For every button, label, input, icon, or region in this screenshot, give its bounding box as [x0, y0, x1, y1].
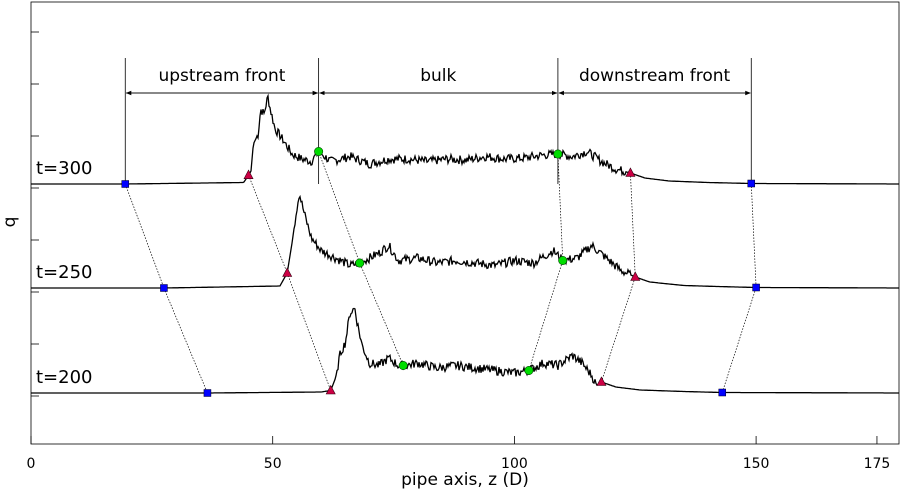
marker-t=300-circle-2: [314, 147, 324, 157]
region-2: downstream front: [558, 66, 751, 96]
marker-t=200-triangle-1: [325, 384, 336, 395]
marker-t=250-triangle-1: [282, 267, 293, 277]
region-label-2: downstream front: [579, 66, 731, 86]
connector-3: [528, 153, 564, 371]
x-tick-label-0: 0: [27, 456, 36, 472]
series-line-t=250: [31, 194, 899, 289]
connector-5: [721, 183, 757, 393]
marker-t=200-square-0: [203, 389, 212, 397]
marker-t=300-square-5: [747, 179, 756, 188]
x-tick-label-2: 100: [501, 456, 528, 472]
connector-1: [248, 175, 332, 391]
marker-t=200-circle-3: [524, 365, 534, 375]
series-line-t=200: [31, 307, 899, 394]
marker-t=300-circle-3: [553, 149, 563, 159]
region-label-0: upstream front: [158, 66, 285, 86]
marker-t=300-triangle-4: [625, 167, 636, 177]
x-axis-label: pipe axis, z (D): [401, 470, 529, 490]
marker-t=250-circle-3: [558, 255, 568, 265]
x-tick-label-3: 150: [743, 456, 770, 472]
marker-t=200-circle-2: [398, 360, 408, 370]
marker-connectors: [124, 151, 757, 394]
x-tick-label-4: 175: [864, 456, 891, 472]
series-label-t=200: t=200: [36, 367, 93, 388]
series-label-t=250: t=250: [36, 262, 93, 283]
region-0: upstream front: [125, 66, 319, 96]
series-label-t=300: t=300: [36, 158, 93, 179]
region-label-1: bulk: [420, 66, 456, 86]
region-1: bulk: [319, 66, 558, 96]
connector-4: [601, 172, 636, 383]
marker-t=300-square-0: [121, 180, 130, 188]
y-axis-label: q: [0, 217, 20, 228]
series-markers: [121, 147, 760, 397]
marker-t=300-triangle-1: [243, 169, 254, 179]
marker-t=250-circle-2: [355, 258, 365, 268]
marker-t=200-triangle-4: [596, 376, 607, 386]
marker-t=250-square-0: [160, 284, 168, 292]
series-lines: [31, 93, 899, 394]
connector-2: [318, 151, 404, 366]
marker-t=250-square-5: [752, 283, 760, 292]
marker-t=200-square-5: [718, 388, 727, 397]
connector-0: [124, 183, 208, 394]
axes: 0 50 100 150 175: [27, 1, 900, 472]
x-tick-label-1: 50: [264, 456, 282, 472]
plot-frame: [30, 1, 900, 445]
series-line-t=300: [31, 93, 899, 185]
marker-t=250-triangle-4: [630, 271, 641, 281]
region-annotations: upstream front bulk downstream front: [124, 58, 752, 184]
series-labels: t=300 t=250 t=200: [36, 158, 93, 388]
